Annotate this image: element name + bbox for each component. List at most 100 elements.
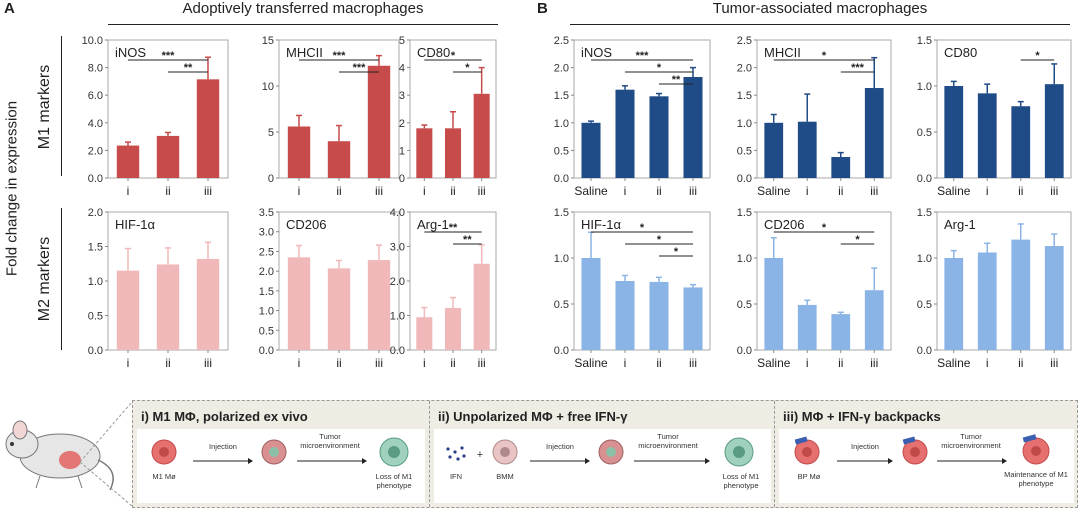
bar: [416, 128, 433, 178]
bar: [831, 314, 851, 350]
bar: [416, 317, 433, 350]
schematic-i-start-label: M1 Mø: [152, 472, 176, 481]
y-tick-label: 1.0: [554, 118, 569, 130]
schematic-ii-plus: +: [476, 449, 484, 461]
schematic-iii-panel: BP Mø Injection Tumor microenvironment M…: [779, 429, 1074, 503]
y-tick-label: 0.0: [917, 345, 932, 357]
arrow-icon: [837, 458, 893, 464]
bar: [944, 86, 964, 178]
bar: [1011, 239, 1031, 350]
x-tick-label: Saline: [574, 356, 608, 370]
bar: [287, 126, 311, 178]
panel-title-a-rule: [108, 24, 498, 25]
x-tick-label: iii: [689, 184, 697, 198]
bar: [444, 307, 462, 350]
y-tick-label: 0.0: [259, 345, 274, 357]
bar: [116, 270, 140, 350]
bar: [473, 263, 490, 350]
bar: [649, 281, 669, 350]
significance-label: ***: [636, 50, 650, 62]
bar: [764, 258, 784, 350]
bar: [864, 290, 884, 350]
y-tick-label: 0.5: [737, 299, 752, 311]
significance-label: *: [822, 50, 827, 62]
row-bracket-m1: [61, 36, 62, 176]
y-tick-label: 0.5: [88, 311, 103, 323]
bar: [683, 287, 703, 350]
bmm-macrophage-icon: [492, 439, 518, 465]
bar: [615, 281, 635, 350]
y-tick-label: 1.5: [554, 207, 569, 219]
schematic-ii-end-label: Loss of M1 phenotype: [722, 472, 760, 490]
schematic-iii: iii) MΦ + IFN-γ backpacks BP Mø Injectio…: [774, 401, 1078, 507]
schematic-i-end-label: Loss of M1 phenotype: [375, 472, 413, 490]
y-tick-label: 2.5: [737, 35, 752, 47]
arrow-icon: [634, 458, 710, 464]
mouse-illustration: [5, 401, 132, 507]
bar: [1011, 106, 1031, 178]
schematic-i-arrow1-label: Injection: [209, 442, 237, 451]
significance-label: **: [463, 234, 472, 246]
x-tick-label: i: [298, 184, 301, 198]
x-tick-label: iii: [375, 356, 383, 370]
bar: [1044, 246, 1064, 350]
arrow-icon: [530, 458, 590, 464]
x-tick-label: i: [127, 184, 130, 198]
chart-title: CD80: [944, 45, 977, 60]
bar: [327, 268, 351, 350]
x-tick-label: ii: [450, 184, 455, 198]
x-tick-label: iii: [1050, 184, 1058, 198]
x-tick-label: ii: [450, 356, 455, 370]
chart-title: HIF-1α: [581, 217, 622, 232]
x-tick-label: Saline: [574, 184, 608, 198]
schematic-ii-start-label: BMM: [496, 472, 514, 481]
y-tick-label: 1.0: [554, 253, 569, 265]
schematic-ii-panel: IFN + BMM Injection Tumor microenvironme…: [434, 429, 771, 503]
panel-letter-b: B: [537, 0, 548, 17]
x-tick-label: i: [986, 356, 989, 370]
backpack-macrophage-icon: [794, 436, 820, 465]
macrophage-lost-phenotype-icon: [724, 437, 754, 467]
bar: [444, 128, 462, 178]
x-tick-label: Saline: [757, 356, 791, 370]
y-tick-label: 5: [268, 127, 274, 139]
schematic-iii-title: iii) MΦ + IFN-γ backpacks: [783, 409, 941, 424]
significance-label: *: [855, 234, 860, 246]
y-tick-label: 2.0: [88, 145, 103, 157]
y-tick-label: 0.5: [917, 299, 932, 311]
y-tick-label: 0: [399, 173, 405, 185]
schematic-strip: i) M1 MΦ, polarized ex vivo M1 Mø Inject…: [132, 400, 1078, 508]
y-tick-label: 1.5: [88, 242, 103, 254]
bar: [196, 79, 220, 178]
y-tick-label: 0.5: [259, 325, 274, 337]
y-tick-label: 1.5: [917, 35, 932, 47]
bar: [977, 93, 997, 178]
row-label-m1: M1 markers: [36, 64, 53, 150]
bar: [367, 260, 391, 350]
x-tick-label: iii: [478, 184, 486, 198]
panel-letter-a: A: [4, 0, 15, 17]
y-tick-label: 1.0: [88, 276, 103, 288]
macrophage-lost-phenotype-icon: [379, 437, 409, 467]
x-tick-label: i: [298, 356, 301, 370]
y-tick-label: 4: [399, 63, 405, 75]
y-tick-label: 10.0: [82, 35, 103, 47]
x-tick-label: ii: [165, 356, 170, 370]
x-tick-label: i: [423, 184, 426, 198]
x-tick-label: ii: [838, 184, 843, 198]
y-tick-label: 0.0: [737, 345, 752, 357]
y-tick-label: 0.0: [917, 173, 932, 185]
y-tick-label: 0.5: [737, 145, 752, 157]
significance-label: *: [465, 62, 470, 74]
row-label-m2: M2 markers: [36, 236, 53, 322]
x-tick-label: ii: [1018, 184, 1023, 198]
x-tick-label: ii: [1018, 356, 1023, 370]
chart-title: MHCII: [764, 45, 801, 60]
